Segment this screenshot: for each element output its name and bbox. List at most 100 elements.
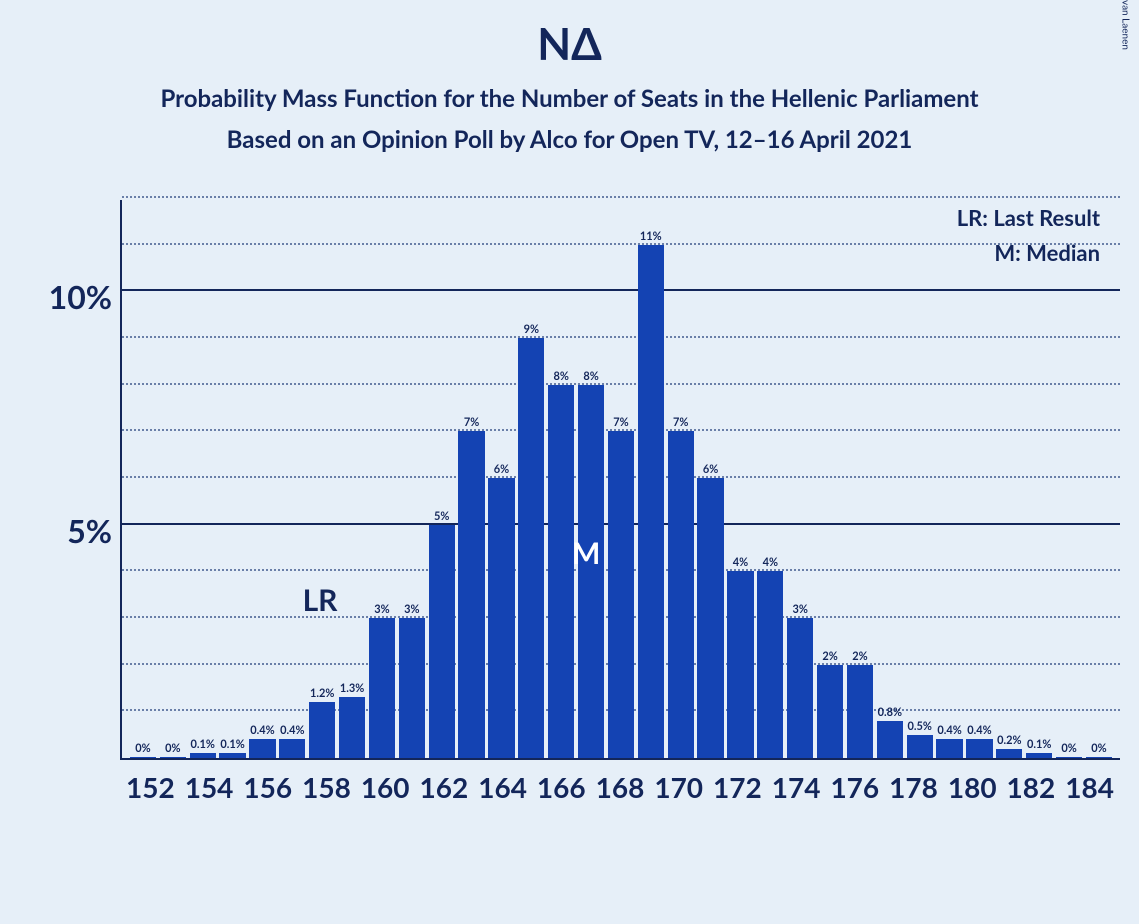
bar-slot: 1.3% [337,200,367,758]
bar [339,697,365,758]
bar-value-label: 0.4% [937,724,961,737]
x-axis-label [527,770,537,804]
bar-slot: 11% [636,200,666,758]
bar [757,571,783,758]
bar [458,431,484,758]
bar-value-label: 0.1% [220,738,244,751]
bar [190,753,216,758]
bar [130,757,156,758]
x-axis-label: 168 [596,770,645,804]
bar [727,571,753,758]
copyright-text: © 2021 Filip van Laenen [1119,0,1131,50]
bar [309,702,335,758]
bar [638,245,664,758]
bar [1086,757,1112,758]
bar-value-label: 7% [613,416,628,429]
bar [936,739,962,758]
bar [369,618,395,758]
bar [399,618,425,758]
bar [488,478,514,758]
x-axis-label [820,770,830,804]
bar-slot: 0.1% [188,200,218,758]
bar-value-label: 0% [135,742,150,755]
bar-slot: 2% [845,200,875,758]
bar-value-label: 0% [1091,742,1106,755]
bar [1056,757,1082,758]
chart-title: ΝΔ [0,0,1139,70]
bar [608,431,634,758]
bar-slot: 7% [606,200,636,758]
bar-value-label: 3% [374,603,389,616]
bar-slot: 0.5% [905,200,935,758]
x-axis-label [762,770,772,804]
x-axis-label: 178 [889,770,938,804]
chart-area: LR: Last Result M: Median 0%0%0.1%0.1%0.… [120,200,1120,800]
bar-value-label: 0% [165,742,180,755]
bar-slot: 0.4% [277,200,307,758]
x-axis-label: 176 [830,770,879,804]
x-axis-label: 184 [1065,770,1114,804]
bar [249,739,275,758]
bar-value-label: 2% [852,650,867,663]
bar-slot: 0.4% [965,200,995,758]
x-axis-label: 158 [302,770,351,804]
bar-slot: 0.8% [875,200,905,758]
bar-value-label: 8% [583,370,598,383]
bar-value-label: 4% [763,556,778,569]
chart-subtitle-2: Based on an Opinion Poll by Alco for Ope… [0,125,1139,154]
bar-slot: 7% [666,200,696,758]
bar-slot: 3% [367,200,397,758]
bar-slot: 8% [576,200,606,758]
x-axis-label: 166 [537,770,586,804]
bar-slot: 9% [516,200,546,758]
bar-value-label: 0.4% [250,724,274,737]
bar-value-label: 0.8% [878,706,902,719]
bar-slot: 0.1% [218,200,248,758]
bar-value-label: 1.3% [340,682,364,695]
bar-slot: 7% [457,200,487,758]
bar-slot: 0% [128,200,158,758]
bar [219,753,245,758]
bar-value-label: 11% [640,230,662,243]
bar-slot: 5% [427,200,457,758]
bar-slot: 2% [815,200,845,758]
x-axis-label: 160 [361,770,410,804]
x-axis-label: 164 [478,770,527,804]
x-axis-label [292,770,302,804]
bar-value-label: 6% [703,463,718,476]
bar-value-label: 3% [792,603,807,616]
bar [160,757,186,758]
bar-value-label: 1.2% [310,687,334,700]
bar-slot: 3% [785,200,815,758]
bar-slot: 8% [546,200,576,758]
bar-value-label: 0.1% [1027,738,1051,751]
bar [578,385,604,758]
x-axis-label [233,770,243,804]
x-axis-label: 172 [713,770,762,804]
y-axis-label: 10% [12,277,112,316]
bar [877,721,903,758]
bar-slot: 6% [696,200,726,758]
bar [817,665,843,758]
plot-region: 0%0%0.1%0.1%0.4%0.4%1.2%1.3%3%3%5%7%6%9%… [120,200,1120,760]
bar [668,431,694,758]
bar-slot: 4% [755,200,785,758]
gridline-minor [122,196,1120,198]
bar-slot: 0.4% [935,200,965,758]
bar-value-label: 9% [524,323,539,336]
x-axis-label [468,770,478,804]
bar-value-label: 0.1% [190,738,214,751]
x-axis-label [703,770,713,804]
x-axis-label [879,770,889,804]
bar [996,749,1022,758]
bar-slot: 3% [397,200,427,758]
x-axis-label [351,770,361,804]
bar [429,525,455,758]
x-axis-label [1055,770,1065,804]
bar-value-label: 2% [822,650,837,663]
bar-slot: 0% [1054,200,1084,758]
x-axis: 1521541561581601621641661681701721741761… [120,770,1120,804]
bar [548,385,574,758]
x-axis-label: 170 [654,770,703,804]
bar-value-label: 7% [464,416,479,429]
